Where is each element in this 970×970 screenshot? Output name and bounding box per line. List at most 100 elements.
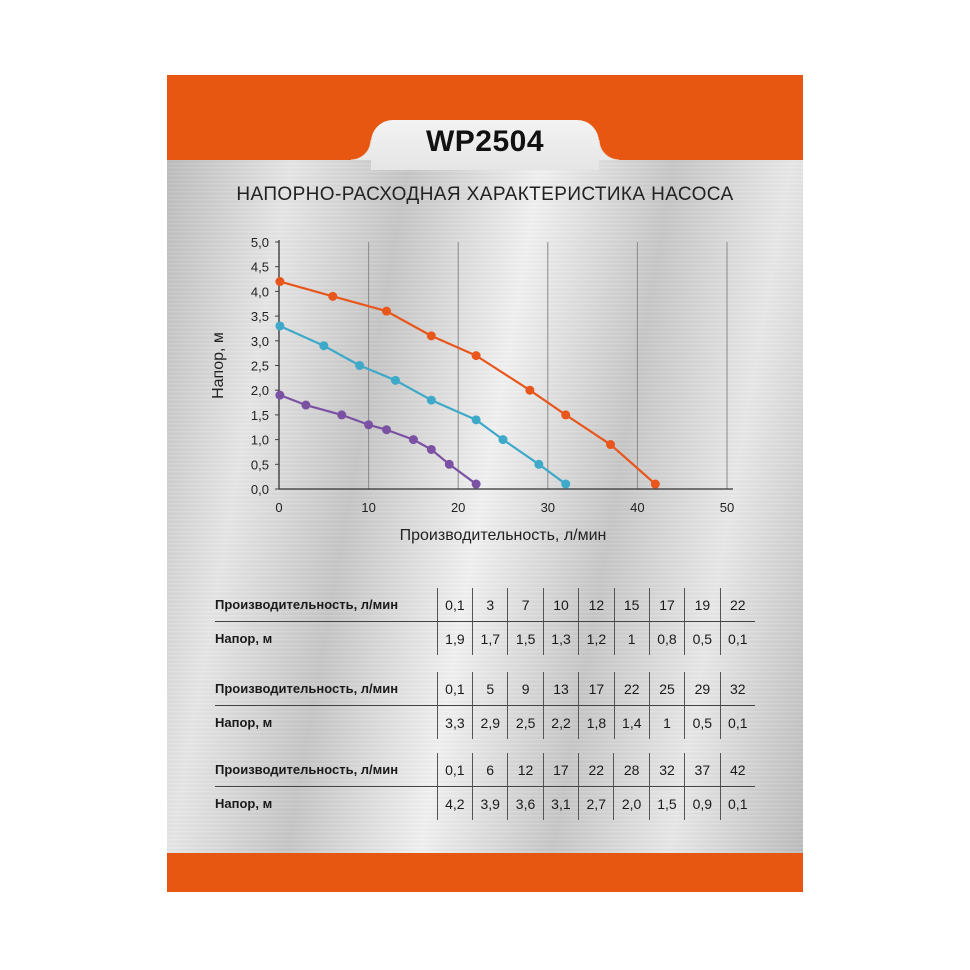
head-cell: 2,7 (578, 786, 614, 820)
flow-cell: 19 (684, 588, 721, 622)
head-cell: 1,2 (578, 621, 615, 655)
x-tick-label: 0 (275, 500, 282, 515)
head-cell: 4,2 (436, 786, 473, 820)
head-row: Напор, м 3,3 2,9 2,5 2,2 1,8 1,4 1 0,5 0,1 (215, 705, 755, 739)
data-point (498, 435, 508, 445)
head-cell: 0,1 (719, 621, 755, 655)
y-tick-label: 4,5 (251, 260, 269, 275)
flow-cell: 17 (648, 588, 685, 622)
y-tick-label: 3,0 (251, 334, 269, 349)
x-tick-label: 50 (720, 500, 734, 515)
flow-row: Производительность, л/мин 0,1 6 12 17 22 28 32 3… (215, 753, 755, 787)
flow-cell: 12 (507, 753, 544, 787)
flow-cell: 29 (684, 672, 721, 706)
head-cell: 3,6 (507, 786, 544, 820)
y-tick-label: 5,0 (251, 235, 269, 250)
y-tick-label: 4,0 (251, 284, 269, 299)
head-cell: 2,2 (542, 705, 579, 739)
data-point (426, 331, 436, 341)
data-point (408, 435, 418, 445)
data-point (382, 306, 392, 316)
flow-row-label: Производительность, л/мин (215, 588, 438, 622)
data-point (426, 395, 436, 405)
data-point (337, 410, 347, 420)
flow-cell: 17 (578, 672, 615, 706)
head-cell: 1,5 (648, 786, 685, 820)
head-row-label: Напор, м (215, 631, 273, 646)
flow-cell: 28 (613, 753, 650, 787)
bottom-orange-band (167, 853, 803, 892)
flow-cell: 17 (542, 753, 579, 787)
head-cell: 3,1 (542, 786, 579, 820)
data-point (444, 459, 454, 469)
flow-cell: 25 (648, 672, 685, 706)
data-point (319, 341, 329, 351)
flow-row-label: Производительность, л/мин (215, 672, 438, 706)
flow-row: Производительность, л/мин 0,1 3 7 10 12 15 17 19… (215, 588, 755, 622)
x-tick-label: 30 (541, 500, 555, 515)
data-point (364, 420, 374, 430)
x-axis-label: Производительность, л/мин (400, 527, 607, 544)
flow-cell: 3 (472, 588, 508, 622)
flow-cell: 6 (471, 753, 508, 787)
data-point (426, 444, 436, 454)
series-line-1 (279, 280, 657, 485)
spec-card: WP2504 НАПОРНО-РАСХОДНАЯ ХАРАКТЕРИСТИКА … (167, 75, 803, 892)
x-tick-label: 20 (451, 500, 465, 515)
data-point (471, 415, 481, 425)
flow-cell: 10 (542, 588, 579, 622)
data-point (275, 277, 285, 287)
data-point (328, 291, 338, 301)
data-point (301, 400, 311, 410)
data-point (650, 479, 660, 489)
model-name: WP2504 (425, 125, 545, 158)
head-cell: 1,3 (542, 621, 579, 655)
head-cell: 3,9 (471, 786, 508, 820)
y-tick-label: 1,0 (251, 433, 269, 448)
flow-cell: 0,1 (436, 753, 473, 787)
flow-cell: 7 (507, 588, 544, 622)
flow-cell: 32 (648, 753, 685, 787)
flow-cell: 22 (613, 672, 650, 706)
flow-cell: 13 (542, 672, 579, 706)
data-point (561, 410, 571, 420)
y-tick-label: 0,0 (251, 482, 269, 497)
data-point (561, 479, 571, 489)
flow-row-label: Производительность, л/мин (215, 753, 438, 787)
head-cell: 1 (648, 705, 685, 739)
head-row: Напор, м 1,9 1,7 1,5 1,3 1,2 1 0,8 0,5 0,1 (215, 621, 755, 655)
x-tick-label: 40 (630, 500, 644, 515)
flow-cell: 22 (578, 753, 614, 787)
y-tick-label: 2,0 (251, 383, 269, 398)
model-tab (351, 120, 619, 170)
data-point (355, 361, 365, 370)
head-cell: 1,5 (507, 621, 544, 655)
y-tick-label: 3,5 (251, 309, 269, 324)
flow-cell: 12 (578, 588, 615, 622)
head-row-label: Напор, м (215, 796, 273, 811)
data-point (471, 479, 481, 489)
y-axis-label: Напор, м (210, 332, 227, 399)
series-line-3 (279, 394, 477, 485)
flow-cell: 22 (719, 588, 755, 622)
head-cell: 2,0 (613, 786, 650, 820)
head-cell: 3,3 (436, 705, 473, 739)
head-cell: 0,9 (684, 786, 721, 820)
head-cell: 0,1 (719, 786, 755, 820)
flow-cell: 15 (613, 588, 650, 622)
head-cell: 0,5 (684, 705, 721, 739)
head-cell: 1,8 (578, 705, 615, 739)
head-cell: 1,7 (472, 621, 508, 655)
y-tick-label: 2,5 (251, 359, 269, 374)
data-point (382, 425, 392, 435)
flow-cell: 37 (684, 753, 721, 787)
flow-row: Производительность, л/мин 0,1 5 9 13 17 22 25 29… (215, 672, 755, 706)
flow-cell: 32 (719, 672, 755, 706)
y-tick-label: 0,5 (251, 457, 269, 472)
head-cell: 2,9 (472, 705, 508, 739)
data-point (534, 459, 544, 469)
data-point (606, 440, 616, 450)
head-cell: 1,4 (613, 705, 650, 739)
head-cell: 2,5 (507, 705, 544, 739)
flow-cell: 9 (507, 672, 544, 706)
